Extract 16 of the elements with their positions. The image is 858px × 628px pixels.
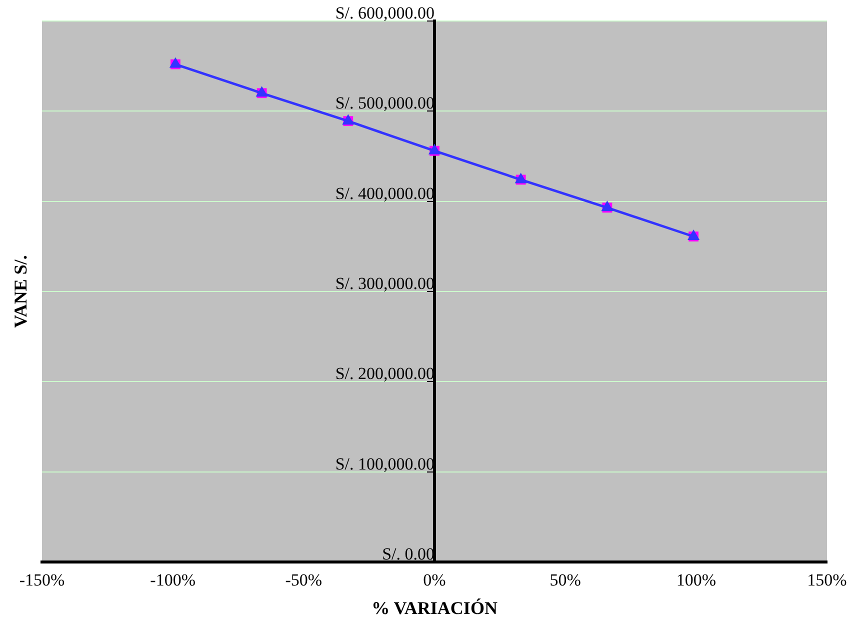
y-tick-label: S/. 300,000.00 [335, 274, 434, 293]
y-tick-label: S/. 600,000.00 [335, 3, 434, 22]
x-tick-label: 100% [676, 570, 716, 590]
y-tick-label: S/. 0.00 [382, 544, 434, 564]
y-tick-label: S/. 500,000.00 [335, 94, 434, 113]
x-tick-label: 50% [550, 570, 581, 590]
x-tick-label: -150% [19, 570, 65, 590]
y-axis-title: VANE S/. [10, 255, 31, 328]
y-tick-label: S/. 100,000.00 [335, 454, 434, 474]
x-tick-label: -100% [150, 570, 196, 590]
x-tick-label: 150% [807, 570, 847, 590]
x-axis-title: % VARIACIÓN [372, 598, 498, 618]
y-tick-label: S/. 400,000.00 [335, 184, 434, 203]
x-tick-label: 0% [423, 570, 446, 590]
y-tick-label: S/. 200,000.00 [335, 364, 434, 384]
x-tick-label: -50% [285, 570, 322, 590]
